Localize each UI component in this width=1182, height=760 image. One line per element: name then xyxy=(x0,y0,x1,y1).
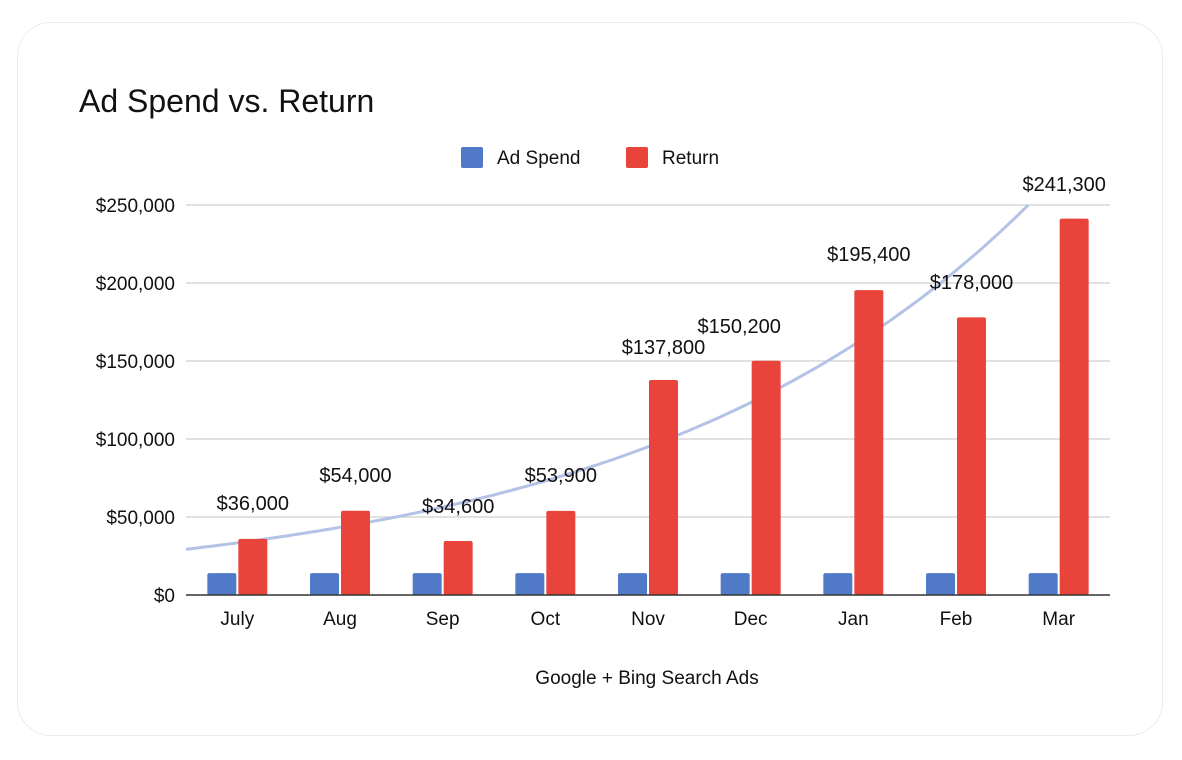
bar-ad-spend xyxy=(515,573,545,595)
bar-return xyxy=(443,541,473,595)
bar-ad-spend xyxy=(926,573,955,595)
x-tick-label: Aug xyxy=(323,609,357,630)
y-tick-label: $50,000 xyxy=(106,508,175,529)
legend-swatch xyxy=(626,147,648,168)
legend-label: Ad Spend xyxy=(497,148,580,169)
bar-return xyxy=(649,380,678,595)
legend-swatch xyxy=(461,147,483,168)
data-label: $178,000 xyxy=(930,272,1013,294)
x-tick-label: Nov xyxy=(631,609,665,630)
data-label: $195,400 xyxy=(827,244,910,266)
bar-ad-spend xyxy=(720,573,750,595)
data-label: $137,800 xyxy=(622,337,705,359)
x-tick-label: Dec xyxy=(734,609,768,630)
bar-return xyxy=(546,510,576,595)
bar-return xyxy=(854,290,884,595)
bar-ad-spend xyxy=(1028,573,1058,595)
chart-title: Ad Spend vs. Return xyxy=(79,83,374,119)
y-axis: $0 $50,000 $100,000 $150,000 $200,000 $250,00… xyxy=(96,196,175,607)
data-label: $53,900 xyxy=(525,465,597,487)
y-tick-label: $150,000 xyxy=(96,352,175,373)
bar-return xyxy=(957,317,986,595)
x-tick-label: Jan xyxy=(838,609,869,630)
data-label: $241,300 xyxy=(1022,174,1105,196)
gridlines xyxy=(186,204,1110,518)
y-tick-label: $0 xyxy=(154,586,175,607)
bar-ad-spend xyxy=(207,573,237,595)
x-tick-label: Oct xyxy=(531,609,561,630)
bar-ad-spend xyxy=(823,573,853,595)
bar-ad-spend xyxy=(310,573,339,595)
legend: Ad Spend Return xyxy=(461,147,719,169)
data-label: $34,600 xyxy=(422,496,494,518)
data-label: $54,000 xyxy=(319,465,391,487)
y-tick-label: $250,000 xyxy=(96,196,175,217)
bar-return xyxy=(751,360,781,595)
legend-label: Return xyxy=(662,148,719,169)
data-label: $150,200 xyxy=(697,316,780,338)
y-tick-label: $200,000 xyxy=(96,274,175,295)
y-tick-label: $100,000 xyxy=(96,430,175,451)
trendline-path xyxy=(185,203,1030,551)
x-tick-label: July xyxy=(220,609,254,630)
bar-return xyxy=(341,510,370,595)
data-label: $36,000 xyxy=(217,493,289,515)
trendline xyxy=(185,203,1030,551)
bar-ad-spend xyxy=(618,573,647,595)
bars xyxy=(207,218,1089,595)
x-axis-title: Google + Bing Search Ads xyxy=(535,668,758,689)
x-tick-label: Feb xyxy=(940,609,973,630)
x-tick-label: Sep xyxy=(426,609,460,630)
x-axis: July Aug Sep Oct Nov Dec Jan Feb Mar xyxy=(186,594,1110,630)
data-labels: $36,000 $54,000 $34,600 $53,900 $137,800$150… xyxy=(217,174,1106,518)
bar-return xyxy=(238,538,268,595)
bar-ad-spend xyxy=(412,573,442,595)
bar-return xyxy=(1059,218,1089,595)
x-tick-label: Mar xyxy=(1042,609,1075,630)
